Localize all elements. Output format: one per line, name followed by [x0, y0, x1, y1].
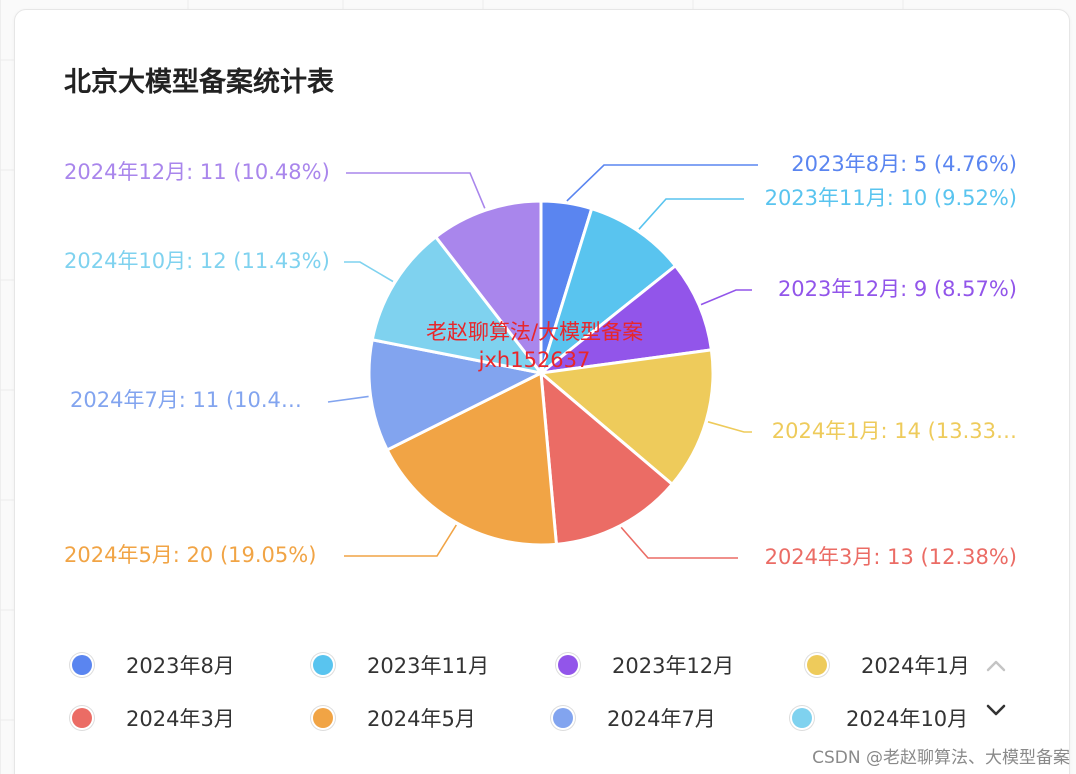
label-leader-line	[566, 164, 758, 202]
legend-item-2023-12[interactable]: 2023年12月	[558, 650, 734, 680]
slice-data-label: 2024年10月: 12 (11.43%)	[64, 249, 330, 273]
watermark: 老赵聊算法/大模型备案 jxh152637	[426, 318, 643, 374]
legend-dot	[72, 708, 92, 728]
legend-label: 2024年1月	[861, 654, 970, 678]
legend-dot	[807, 655, 827, 675]
legend-dot	[553, 708, 573, 728]
chart-title: 北京大模型备案统计表	[64, 67, 334, 98]
legend-label: 2023年8月	[126, 654, 235, 678]
slice-data-label: 2023年12月: 9 (8.57%)	[778, 277, 1017, 301]
label-leader-line	[707, 421, 752, 433]
label-leader-line	[638, 198, 744, 230]
pie-slice[interactable]	[539, 371, 674, 546]
legend-dot	[313, 708, 333, 728]
slice-data-label: 2024年1月: 14 (13.33…	[772, 419, 1017, 443]
legend-dot	[72, 655, 92, 675]
watermark-line-1: 老赵聊算法/大模型备案	[426, 320, 644, 344]
label-leader-line	[346, 172, 486, 209]
legend-label: 2024年3月	[126, 707, 235, 731]
legend-item-2024-07[interactable]: 2024年7月	[553, 703, 716, 733]
slice-data-label: 2024年3月: 13 (12.38%)	[765, 545, 1017, 569]
label-leader-line	[344, 261, 394, 283]
pie-slice[interactable]	[370, 235, 543, 375]
legend-dot	[558, 655, 578, 675]
legend-label: 2024年7月	[607, 707, 716, 731]
watermark-line-2: jxh152637	[478, 348, 591, 372]
legend-dot	[792, 708, 812, 728]
label-leader-line	[700, 289, 752, 306]
legend-item-2024-10[interactable]: 2024年10月	[792, 703, 968, 733]
pie-slice[interactable]	[539, 207, 677, 375]
legend-label: 2023年11月	[367, 654, 490, 678]
legend-dot	[313, 655, 333, 675]
slice-data-label: 2024年7月: 11 (10.4…	[70, 388, 302, 412]
legend-item-2024-03[interactable]: 2024年3月	[72, 703, 235, 733]
legend-label: 2024年10月	[846, 707, 969, 731]
pie-slice[interactable]	[434, 199, 543, 375]
slice-data-label: 2023年11月: 10 (9.52%)	[765, 186, 1017, 210]
slice-data-label: 2024年12月: 11 (10.48%)	[64, 160, 330, 184]
label-leader-line	[620, 526, 738, 559]
slice-data-label: 2023年8月: 5 (4.76%)	[791, 152, 1017, 176]
legend-item-2024-01[interactable]: 2024年1月	[807, 650, 970, 680]
legend-label: 2024年5月	[367, 707, 476, 731]
pie-slice[interactable]	[385, 371, 558, 547]
pie-slice[interactable]	[539, 264, 713, 375]
label-leader-line	[327, 395, 369, 403]
legend-label: 2023年12月	[612, 654, 735, 678]
pie-slice[interactable]	[539, 348, 715, 486]
legend-item-2024-05[interactable]: 2024年5月	[313, 703, 476, 733]
slice-data-label: 2024年5月: 20 (19.05%)	[64, 543, 316, 567]
legend-item-2023-08[interactable]: 2023年8月	[72, 650, 235, 680]
csdn-footer-watermark: CSDN @老赵聊算法、大模型备案	[812, 748, 1070, 768]
legend-item-2023-11[interactable]: 2023年11月	[313, 650, 489, 680]
pie-slice[interactable]	[367, 338, 543, 452]
label-leader-line	[344, 524, 457, 557]
